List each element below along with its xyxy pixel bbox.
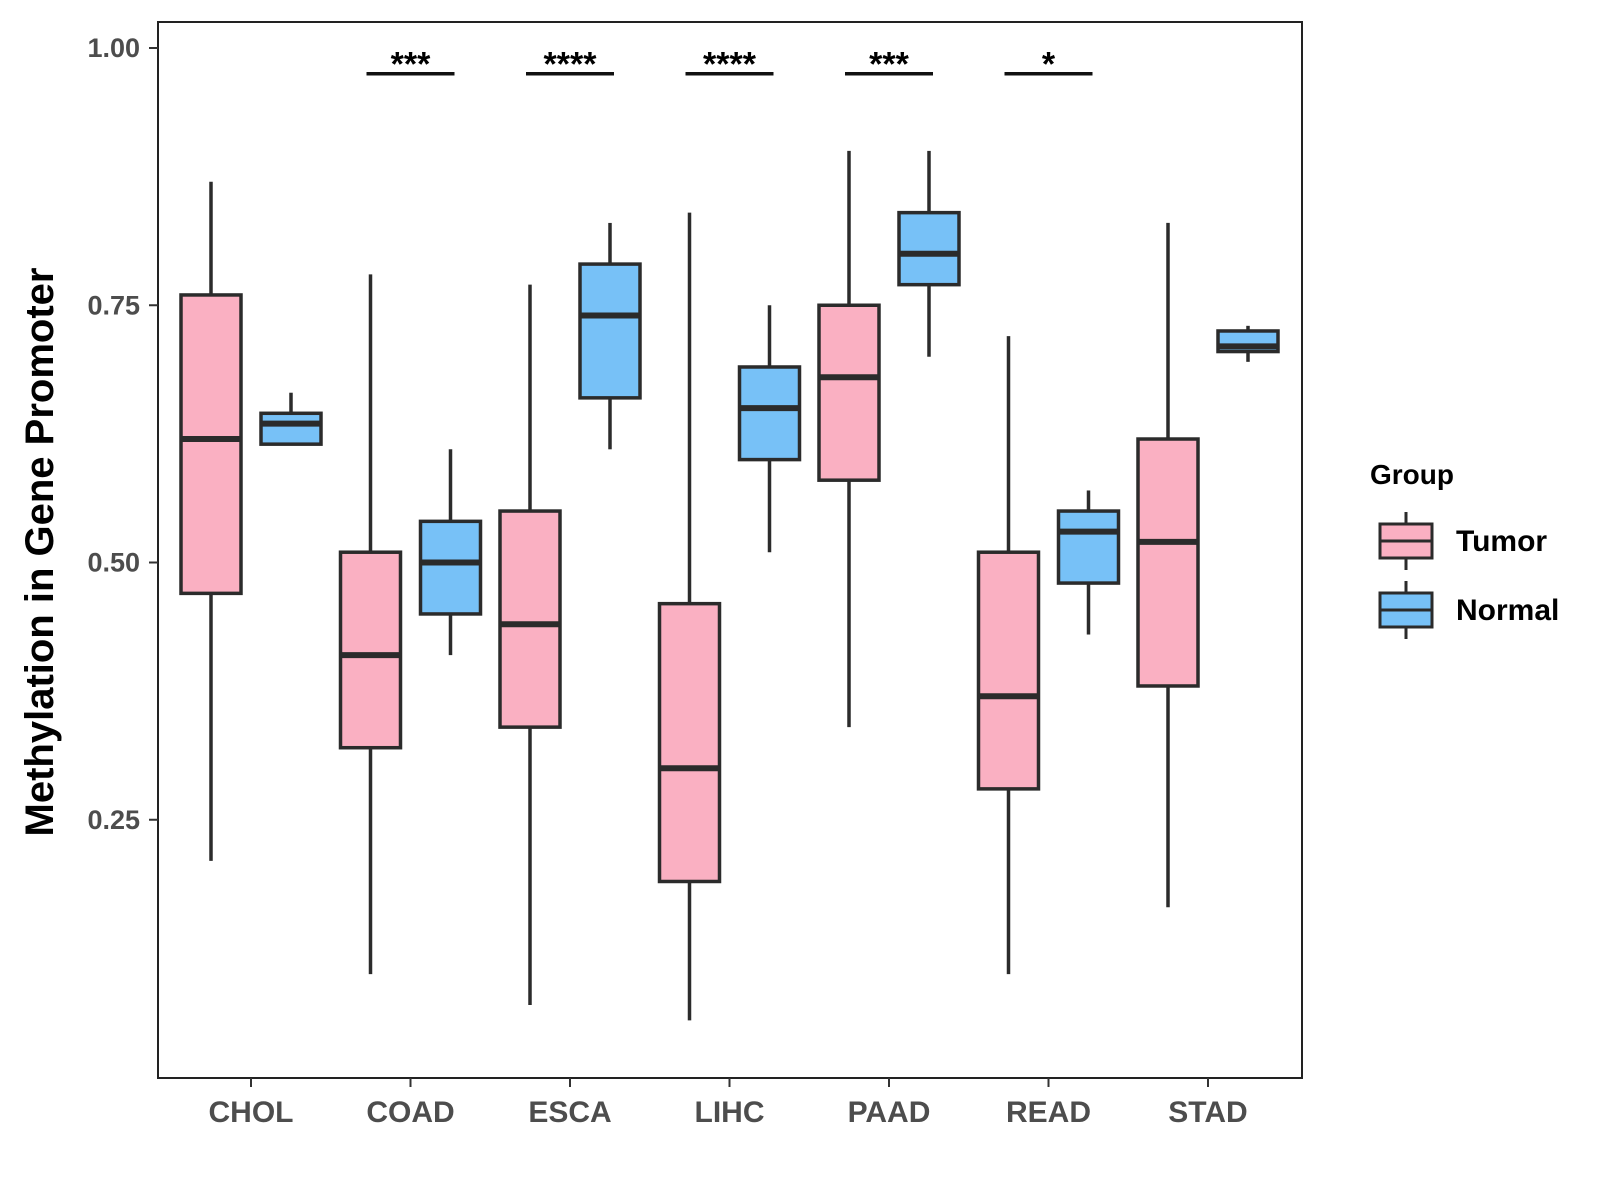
- box-normal-esca: [578, 222, 642, 450]
- box-tumor-coad: [338, 274, 403, 975]
- x-tick-label: STAD: [1168, 1096, 1247, 1129]
- box-tumor-esca: [498, 284, 562, 1005]
- legend: Group Tumor Normal: [1370, 459, 1559, 639]
- box-body: [1136, 437, 1200, 688]
- x-axis: CHOL COAD ESCA LIHC PAAD READ STAD: [209, 1078, 1248, 1129]
- box-body: [1056, 509, 1121, 585]
- box-normal-read: [1056, 490, 1121, 635]
- significance-label: ***: [391, 46, 431, 84]
- x-tick-label: CHOL: [209, 1096, 294, 1129]
- y-axis-title: Methylation in Gene Promoter: [18, 268, 62, 837]
- box-normal-lihc: [737, 305, 802, 553]
- box-tumor-lihc: [657, 212, 722, 1021]
- box-normal-chol: [259, 392, 323, 446]
- y-tick-label: 0.25: [87, 805, 140, 835]
- x-tick-label: ESCA: [528, 1096, 611, 1129]
- significance-label: ****: [703, 46, 757, 84]
- box-layer: [179, 150, 1280, 1021]
- legend-title: Group: [1370, 459, 1454, 490]
- box-normal-paad: [897, 150, 961, 357]
- box-body: [657, 601, 722, 884]
- plot-panel: [157, 21, 1303, 1079]
- legend-label-tumor: Tumor: [1456, 525, 1547, 558]
- box-body: [179, 293, 243, 596]
- box-body: [498, 509, 562, 729]
- box-body: [418, 519, 483, 616]
- box-body: [578, 262, 642, 400]
- y-axis: 0.25 0.50 0.75 1.00: [87, 33, 158, 835]
- x-tick-label: PAAD: [848, 1096, 931, 1129]
- legend-label-normal: Normal: [1456, 594, 1559, 627]
- box-normal-stad: [1216, 325, 1280, 362]
- box-normal-coad: [418, 449, 483, 656]
- y-tick-label: 0.50: [87, 548, 140, 578]
- x-tick-label: COAD: [366, 1096, 454, 1129]
- significance-label: *: [1042, 46, 1056, 84]
- x-tick-label: READ: [1006, 1096, 1091, 1129]
- box-tumor-paad: [817, 150, 881, 728]
- y-tick-label: 1.00: [87, 33, 140, 63]
- significance-label: ***: [869, 46, 909, 84]
- x-tick-label: LIHC: [695, 1096, 765, 1129]
- box-body: [976, 550, 1041, 791]
- box-body: [338, 550, 403, 750]
- box-tumor-stad: [1136, 222, 1200, 908]
- significance-label: ****: [544, 46, 598, 84]
- y-tick-label: 0.75: [87, 290, 140, 320]
- box-body: [897, 210, 961, 287]
- box-body: [737, 365, 802, 462]
- box-body: [817, 303, 881, 482]
- box-tumor-chol: [179, 181, 243, 861]
- box-body: [259, 411, 323, 446]
- significance-layer: *** **** **** *** *: [366, 46, 1093, 84]
- box-tumor-read: [976, 336, 1041, 975]
